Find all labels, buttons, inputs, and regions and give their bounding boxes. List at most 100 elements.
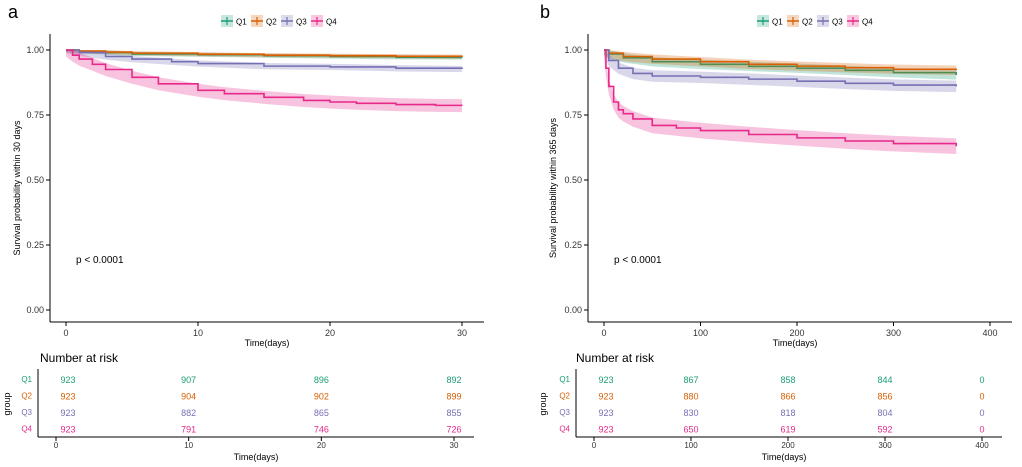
y-tick-label: 0.75: [564, 110, 582, 120]
risk-group-label-q2: Q2: [21, 392, 32, 401]
risk-group-label-q1: Q1: [559, 375, 570, 384]
risk-count: 0: [979, 375, 984, 385]
risk-group-label-q3: Q3: [559, 408, 570, 417]
y-tick-label: 0.50: [26, 175, 44, 185]
risk-count: 866: [780, 392, 795, 402]
legend-label-q3: Q3: [296, 18, 307, 27]
y-tick-label: 0.25: [26, 240, 44, 250]
risk-table-x-title: Time(days): [234, 452, 279, 462]
legend-label-q1: Q1: [772, 18, 783, 27]
x-axis-title: Time(days): [773, 338, 818, 348]
km-panel-a: a Q1 Q2 Q3 Q4 0.00 0.25 0.50 0.75 1.00 0 10 20 30 Time…: [2, 2, 484, 462]
y-tick-label: 1.00: [564, 45, 582, 55]
risk-group-label-q2: Q2: [559, 392, 570, 401]
risk-group-label-q3: Q3: [21, 408, 32, 417]
risk-count: 855: [446, 408, 461, 418]
x-axis-title: Time(days): [245, 338, 290, 348]
risk-count: 902: [314, 392, 329, 402]
y-tick-label: 0.50: [564, 175, 582, 185]
risk-table-x-title: Time(days): [762, 452, 807, 462]
risk-count: 880: [683, 392, 698, 402]
x-tick-label: 10: [193, 328, 203, 338]
survival-curve-q4: [604, 49, 958, 147]
risk-table-y-title: group: [538, 392, 548, 415]
risk-count: 791: [181, 425, 196, 435]
risk-count: 830: [683, 408, 698, 418]
risk-count: 818: [780, 408, 795, 418]
survival-curve-q4: [66, 49, 463, 107]
survival-curve-q3: [604, 49, 958, 87]
risk-count: 592: [877, 425, 892, 435]
legend-label-q2: Q2: [266, 18, 277, 27]
risk-group-label-q4: Q4: [559, 425, 570, 434]
legend-label-q4: Q4: [326, 18, 337, 27]
survival-curve-q3: [66, 49, 463, 69]
p-value-annotation: p < 0.0001: [76, 255, 124, 266]
x-tick-label: 100: [693, 328, 708, 338]
risk-count: 858: [780, 375, 795, 385]
risk-count: 882: [181, 408, 196, 418]
risk-count: 0: [979, 425, 984, 435]
risk-count: 726: [446, 425, 461, 435]
risk-group-label-q1: Q1: [21, 375, 32, 384]
legend-label-q4: Q4: [862, 18, 873, 27]
risk-count: 865: [314, 408, 329, 418]
legend-label-q3: Q3: [832, 18, 843, 27]
risk-x-tick-label: 300: [878, 441, 892, 450]
x-tick-label: 0: [63, 328, 68, 338]
y-tick-label: 0.00: [564, 305, 582, 315]
risk-count: 923: [60, 392, 75, 402]
risk-count: 923: [598, 425, 613, 435]
risk-x-tick-label: 200: [781, 441, 795, 450]
risk-count: 904: [181, 392, 196, 402]
risk-count: 899: [446, 392, 461, 402]
risk-x-tick-label: 100: [684, 441, 698, 450]
panel-label: a: [8, 2, 19, 22]
risk-count: 856: [877, 392, 892, 402]
x-tick-label: 400: [982, 328, 997, 338]
panel-label: b: [540, 2, 550, 22]
ci-band-q2: [604, 50, 957, 75]
risk-count: 923: [60, 375, 75, 385]
y-tick-label: 0.25: [564, 240, 582, 250]
ci-band-q3: [604, 50, 957, 93]
risk-table-title: Number at risk: [576, 351, 655, 365]
risk-count: 804: [877, 408, 892, 418]
risk-count: 619: [780, 425, 795, 435]
x-tick-label: 20: [325, 328, 335, 338]
risk-count: 867: [683, 375, 698, 385]
risk-group-label-q4: Q4: [21, 425, 32, 434]
risk-x-tick-label: 0: [54, 441, 59, 450]
x-tick-label: 30: [457, 328, 467, 338]
risk-count: 896: [314, 375, 329, 385]
x-tick-label: 300: [886, 328, 901, 338]
km-panel-b: b Q1 Q2 Q3 Q4 0.00 0.25 0.50 0.75 1.00 0 100 200 300 4…: [538, 2, 1012, 462]
risk-x-tick-label: 0: [592, 441, 597, 450]
risk-count: 923: [60, 425, 75, 435]
x-tick-label: 0: [601, 328, 606, 338]
risk-count: 907: [181, 375, 196, 385]
risk-x-tick-label: 20: [317, 441, 326, 450]
y-axis-title: Survival probability within 30 days: [12, 120, 22, 256]
risk-count: 844: [877, 375, 892, 385]
y-axis-title: Survival probability within 365 days: [548, 117, 558, 258]
survival-curve-q2: [604, 49, 958, 71]
risk-count: 923: [598, 375, 613, 385]
x-tick-label: 200: [789, 328, 804, 338]
risk-count: 746: [314, 425, 329, 435]
risk-count: 892: [446, 375, 461, 385]
risk-table-y-title: group: [2, 392, 12, 415]
risk-x-tick-label: 10: [184, 441, 193, 450]
risk-count: 650: [683, 425, 698, 435]
survival-curve-q2: [66, 49, 463, 58]
y-tick-label: 0.75: [26, 110, 44, 120]
y-tick-label: 1.00: [26, 45, 44, 55]
risk-count: 0: [979, 408, 984, 418]
y-tick-label: 0.00: [26, 305, 44, 315]
risk-x-tick-label: 30: [450, 441, 459, 450]
ci-band-q4: [66, 50, 462, 113]
risk-count: 0: [979, 392, 984, 402]
risk-count: 923: [60, 408, 75, 418]
p-value-annotation: p < 0.0001: [614, 255, 662, 266]
